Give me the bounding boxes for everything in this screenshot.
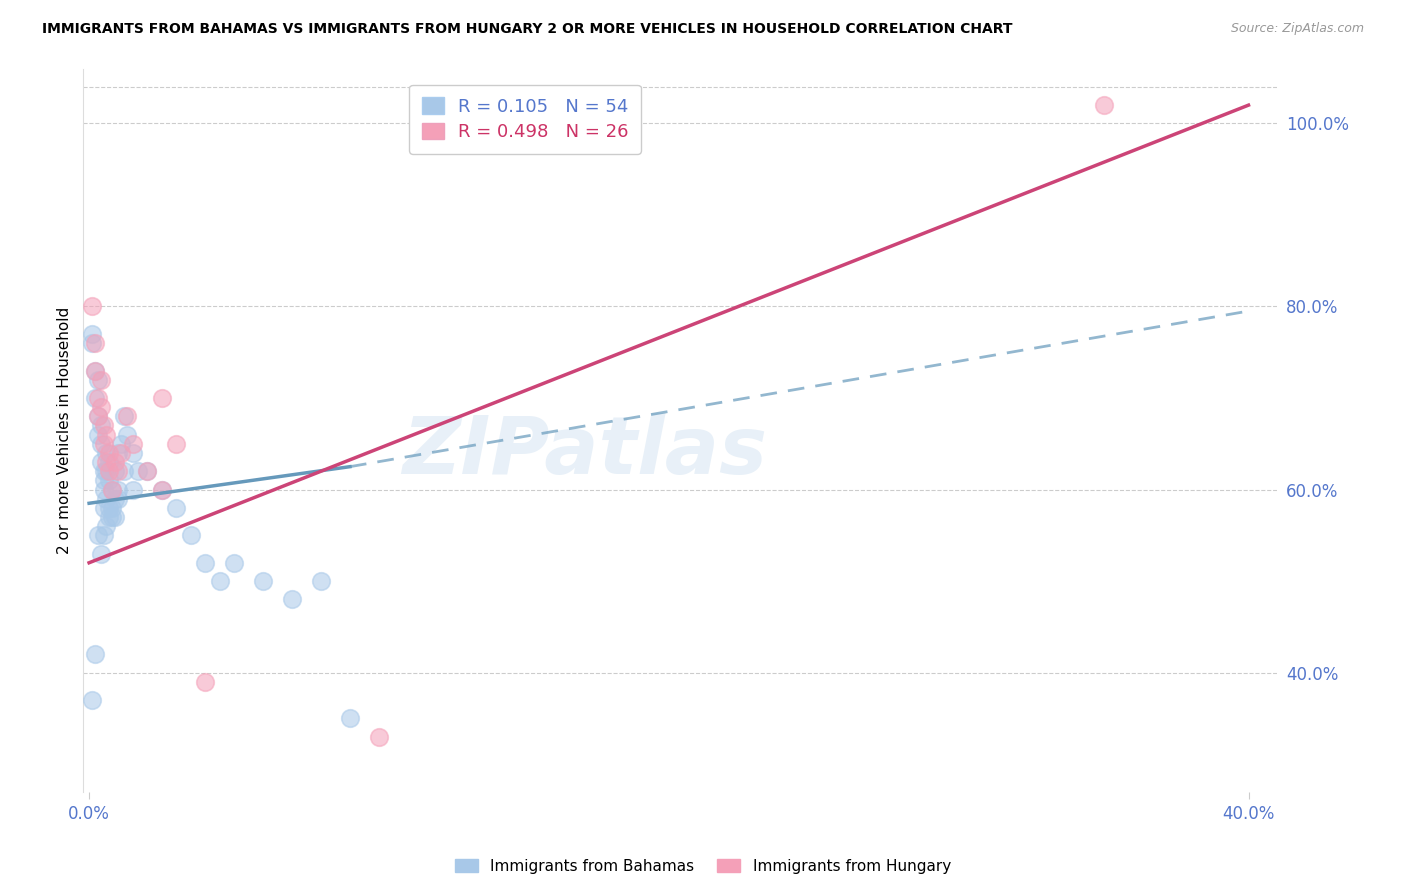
Point — [96, 446, 118, 460]
Point — [87, 391, 110, 405]
Point — [104, 455, 127, 469]
Legend: R = 0.105   N = 54, R = 0.498   N = 26: R = 0.105 N = 54, R = 0.498 N = 26 — [409, 85, 641, 153]
Point — [80, 300, 103, 314]
Point — [1092, 98, 1115, 112]
Point — [83, 363, 105, 377]
Point — [281, 592, 304, 607]
Point — [104, 510, 127, 524]
Point — [98, 464, 121, 478]
Point — [115, 427, 138, 442]
Point — [110, 446, 132, 460]
Point — [96, 455, 118, 469]
Y-axis label: 2 or more Vehicles in Household: 2 or more Vehicles in Household — [58, 307, 72, 554]
Point — [98, 510, 121, 524]
Text: ZIPatlas: ZIPatlas — [402, 413, 768, 491]
Point — [93, 418, 115, 433]
Point — [136, 464, 159, 478]
Point — [101, 500, 124, 515]
Point — [150, 483, 173, 497]
Legend: Immigrants from Bahamas, Immigrants from Hungary: Immigrants from Bahamas, Immigrants from… — [449, 853, 957, 880]
Point — [90, 547, 112, 561]
Point — [150, 483, 173, 497]
Point — [90, 437, 112, 451]
Point — [96, 519, 118, 533]
Point — [90, 400, 112, 414]
Point — [121, 446, 143, 460]
Point — [93, 464, 115, 478]
Point — [90, 373, 112, 387]
Point — [93, 474, 115, 488]
Point — [107, 464, 129, 478]
Point — [107, 446, 129, 460]
Point — [101, 483, 124, 497]
Point — [194, 674, 217, 689]
Point — [96, 427, 118, 442]
Point — [96, 491, 118, 506]
Point — [121, 483, 143, 497]
Point — [93, 437, 115, 451]
Point — [87, 427, 110, 442]
Point — [180, 528, 202, 542]
Point — [252, 574, 274, 588]
Point — [121, 437, 143, 451]
Point — [80, 326, 103, 341]
Point — [93, 528, 115, 542]
Point — [368, 730, 391, 744]
Text: Source: ZipAtlas.com: Source: ZipAtlas.com — [1230, 22, 1364, 36]
Point — [208, 574, 231, 588]
Point — [101, 510, 124, 524]
Point — [83, 391, 105, 405]
Point — [107, 483, 129, 497]
Text: IMMIGRANTS FROM BAHAMAS VS IMMIGRANTS FROM HUNGARY 2 OR MORE VEHICLES IN HOUSEHO: IMMIGRANTS FROM BAHAMAS VS IMMIGRANTS FR… — [42, 22, 1012, 37]
Point — [110, 437, 132, 451]
Point — [136, 464, 159, 478]
Point — [165, 437, 187, 451]
Point — [101, 483, 124, 497]
Point — [309, 574, 332, 588]
Point — [93, 500, 115, 515]
Point — [80, 336, 103, 351]
Point — [87, 409, 110, 424]
Point — [80, 693, 103, 707]
Point — [165, 500, 187, 515]
Point — [87, 373, 110, 387]
Point — [107, 491, 129, 506]
Point — [104, 464, 127, 478]
Point — [93, 483, 115, 497]
Point — [87, 528, 110, 542]
Point — [98, 455, 121, 469]
Point — [87, 409, 110, 424]
Point — [98, 446, 121, 460]
Point — [98, 474, 121, 488]
Point — [104, 491, 127, 506]
Point — [339, 711, 361, 725]
Point — [83, 648, 105, 662]
Point — [222, 556, 245, 570]
Point — [127, 464, 149, 478]
Point — [96, 464, 118, 478]
Point — [115, 409, 138, 424]
Point — [90, 455, 112, 469]
Point — [83, 363, 105, 377]
Point — [90, 418, 112, 433]
Point — [112, 409, 135, 424]
Point — [83, 336, 105, 351]
Point — [150, 391, 173, 405]
Point — [112, 464, 135, 478]
Point — [98, 500, 121, 515]
Point — [194, 556, 217, 570]
